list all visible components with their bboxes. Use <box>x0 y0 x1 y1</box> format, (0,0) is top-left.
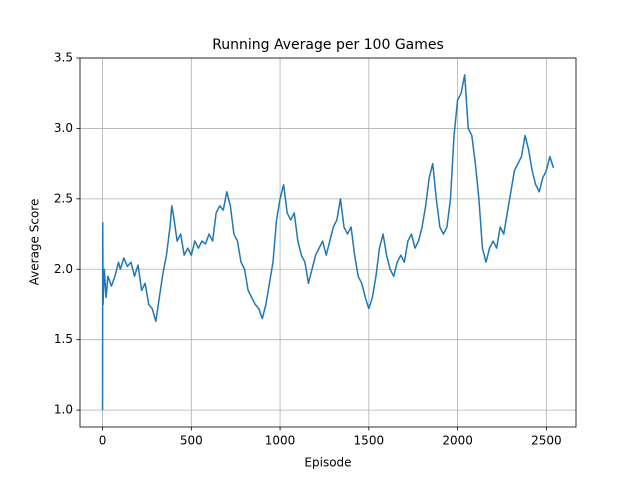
y-tick-label: 3.0 <box>54 121 73 135</box>
x-tick-label: 1500 <box>354 434 385 448</box>
plot-frame <box>79 57 577 428</box>
y-tick-label: 3.5 <box>54 51 73 65</box>
x-tick-label: 500 <box>180 434 203 448</box>
y-tick-label: 1.0 <box>54 403 73 417</box>
data-line <box>101 74 555 411</box>
y-tick-label: 2.5 <box>54 191 73 205</box>
x-tick-label: 2500 <box>531 434 562 448</box>
x-tick-label: 0 <box>99 434 107 448</box>
chart-title: Running Average per 100 Games <box>212 37 444 53</box>
x-tick-label: 2000 <box>442 434 473 448</box>
x-axis-label: Episode <box>304 456 351 470</box>
y-axis-label: Average Score <box>28 199 42 286</box>
y-tick-label: 1.5 <box>54 332 73 346</box>
x-tick-label: 1000 <box>265 434 296 448</box>
y-tick-label: 2.0 <box>54 262 73 276</box>
